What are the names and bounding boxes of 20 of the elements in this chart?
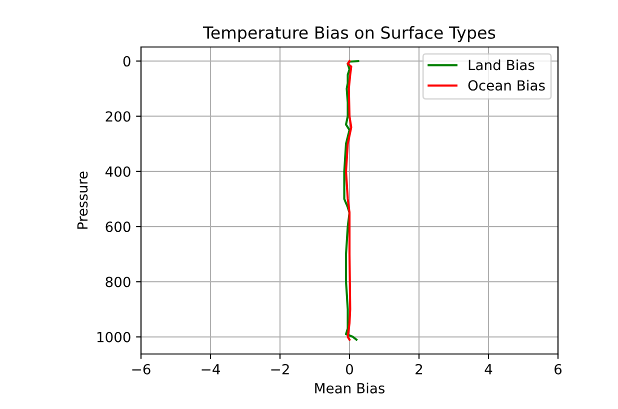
y-tick-label: 800	[106, 276, 130, 288]
line-series	[343, 60, 360, 341]
x-tick-label: 0	[346, 364, 353, 374]
y-tick-label: 400	[105, 166, 130, 177]
x-tick-label: −6	[132, 364, 150, 374]
line-series	[344, 60, 352, 341]
y-tick-label: 1000	[97, 332, 130, 342]
chart-title: Temperature Bias on Surface Types	[202, 26, 496, 42]
x-tick-label: −2	[271, 364, 289, 374]
y-tick-label: 600	[106, 222, 130, 232]
x-tick-label: −4	[202, 364, 220, 374]
y-tick-label: 200	[106, 111, 130, 122]
x-tick-label: 2	[416, 364, 422, 374]
x-tick-label: 6	[554, 364, 562, 374]
y-axis-title: Pressure	[77, 172, 88, 229]
y-tick-label: 0	[123, 56, 130, 67]
x-axis-title: Mean Bias	[315, 382, 385, 394]
x-tick-label: 4	[484, 364, 492, 374]
legend-label: Ocean Bias	[468, 80, 545, 91]
legend-label: Land Bias	[468, 60, 534, 70]
